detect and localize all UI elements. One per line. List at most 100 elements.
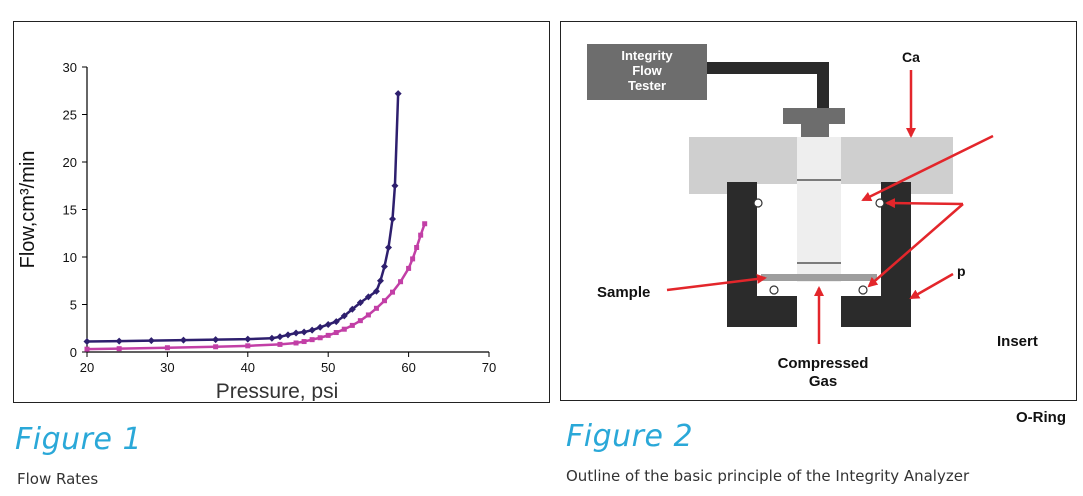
series-1-point (147, 337, 155, 345)
y-axis-label: Flow,cm³/min (17, 151, 39, 269)
series-1-point (244, 335, 252, 343)
series-2-point (245, 343, 251, 349)
tester-label-line3: Tester (628, 78, 666, 93)
figure2-panel: Integrity Flow Tester (560, 21, 1077, 401)
series-2-point (349, 322, 355, 328)
integrity-analyzer-diagram: Integrity Flow Tester (587, 44, 1038, 390)
figure1-panel: 20 30 40 50 60 70 0 5 10 15 20 25 30 Pressure, psi Flo… (13, 21, 550, 403)
series-2-point (164, 345, 170, 351)
y-tick-label: 20 (63, 155, 77, 170)
series-2-point (277, 341, 283, 347)
series-1-point (332, 318, 340, 326)
tester-label-line2: Flow (632, 63, 662, 78)
flow-chart: 20 30 40 50 60 70 0 5 10 15 20 25 30 Pressure, psi Flo… (17, 60, 496, 403)
series-2-point (325, 332, 331, 338)
series-1-point (340, 312, 348, 320)
series-1-point (356, 299, 364, 307)
label-insert: Insert (997, 333, 1038, 350)
oring-top-right (875, 198, 885, 208)
series-1-point (380, 263, 388, 270)
series-1-point (212, 336, 220, 344)
series-1-point (324, 320, 332, 328)
x-axis-label: Pressure, psi (216, 380, 339, 401)
series-1-point (372, 287, 380, 295)
connector-top (783, 108, 845, 124)
series-1-point (394, 90, 402, 98)
series-2-point (116, 346, 122, 352)
arrow-chamber (861, 134, 994, 202)
x-tick-label: 50 (321, 360, 335, 375)
series-line-1 (86, 93, 400, 343)
series-2-point (309, 337, 315, 343)
y-tick-label: 10 (63, 250, 77, 265)
y-tick-label: 25 (63, 108, 77, 123)
x-tick-label: 30 (160, 360, 174, 375)
oring-bottom-right (858, 285, 868, 295)
series-1-point (268, 334, 276, 342)
series-2-point (381, 298, 387, 304)
series-1-point (385, 244, 392, 251)
series-1-point (389, 215, 397, 223)
arrow-oring-1 (885, 198, 964, 209)
y-tick-label: 5 (70, 298, 77, 313)
series-2-point (317, 335, 323, 341)
series-2-point (213, 344, 219, 350)
series-1-point (292, 329, 300, 337)
series-2-point (365, 312, 371, 318)
series-1-point (391, 182, 399, 190)
tester-label-line1: Integrity (621, 48, 673, 63)
series-1-point (276, 333, 284, 341)
hose (707, 62, 829, 108)
series-1-point (83, 338, 91, 346)
sample (761, 274, 877, 281)
x-tick-label: 20 (80, 360, 94, 375)
insert-right (841, 182, 911, 327)
series-2-point (390, 289, 396, 295)
label-compressed: Compressed (778, 355, 869, 372)
label-gas: Gas (809, 373, 837, 390)
series-2-point (422, 221, 428, 227)
connector-neck (801, 124, 829, 138)
chamber (797, 137, 841, 282)
oring-bottom-left (769, 285, 779, 295)
series-2-point (357, 318, 363, 324)
series-2-point (293, 340, 299, 346)
series-1-point (364, 293, 372, 301)
series-1-point (348, 305, 356, 313)
figure1-caption: Flow Rates (17, 470, 99, 488)
series-2-point (418, 232, 424, 238)
series-1-point (179, 336, 187, 344)
figure2-title: Figure 2 (566, 419, 694, 454)
arrow-sample (666, 274, 767, 292)
figure2-caption: Outline of the basic principle of the In… (566, 467, 970, 485)
y-tick-label: 0 (70, 345, 77, 360)
series-1-point (376, 277, 384, 285)
x-tick-label: 70 (482, 360, 496, 375)
series-2-point (406, 265, 412, 271)
series-2-point (410, 256, 416, 262)
figure1-title: Figure 1 (15, 422, 143, 457)
series-2-point (301, 339, 307, 345)
series-1-point (300, 328, 308, 336)
arrow-oring-2 (867, 203, 964, 288)
series-2-point (333, 330, 339, 336)
y-tick-label: 15 (63, 203, 77, 218)
series-2-point (373, 305, 379, 311)
series-1-point (308, 326, 316, 334)
series-1-point (284, 331, 292, 339)
x-tick-label: 60 (401, 360, 415, 375)
series-2-point (398, 279, 404, 285)
label-oring: O-Ring (1016, 409, 1066, 426)
label-p: p (957, 263, 966, 279)
arrow-p (909, 272, 954, 300)
series-1-point (115, 337, 123, 345)
insert-left (727, 182, 797, 327)
y-tick-label: 30 (63, 60, 77, 75)
series-line-2 (86, 223, 426, 351)
label-sample: Sample (597, 284, 650, 301)
series-2-point (84, 346, 90, 352)
oring-top-left (753, 198, 763, 208)
label-ca: Ca (902, 49, 920, 65)
x-tick-label: 40 (241, 360, 255, 375)
series-2-point (341, 326, 347, 332)
